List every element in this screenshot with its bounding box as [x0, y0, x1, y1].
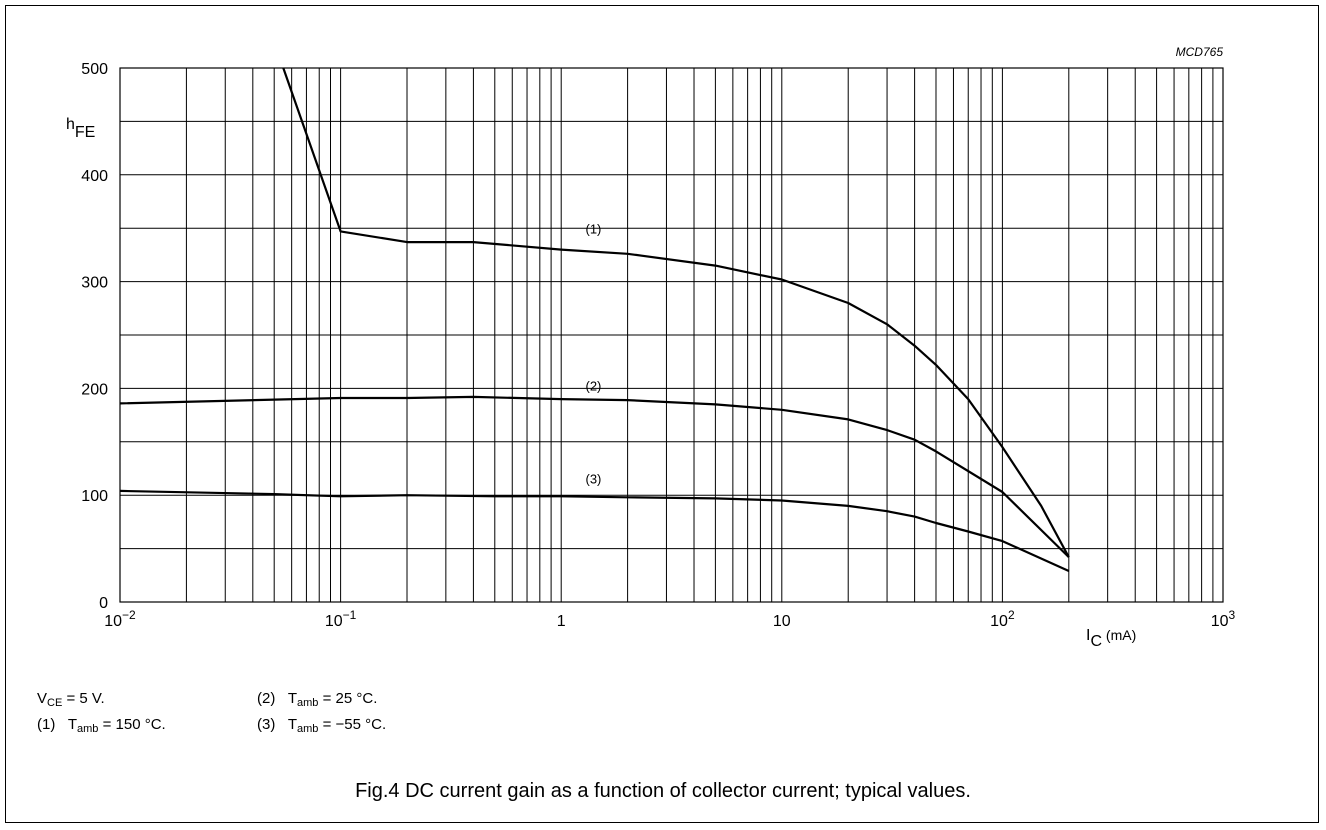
series-line-2 — [119, 395, 1070, 558]
x-tick-label: 10−2 — [104, 608, 136, 630]
x-tick-label: 1 — [557, 613, 566, 630]
x-tick-label: 10 — [773, 613, 791, 630]
note-series-3: (3) Tamb = −55 °C. — [257, 716, 387, 735]
y-tick-label: 400 — [81, 168, 108, 185]
note-series-1: (1) Tamb = 150 °C. — [37, 716, 166, 735]
x-tick-label: 102 — [990, 608, 1015, 630]
x-tick-label: 10−1 — [325, 608, 357, 630]
figure-code: MCD765 — [1176, 45, 1224, 59]
y-tick-label: 100 — [81, 488, 108, 505]
y-tick-label: 200 — [81, 381, 108, 398]
y-tick-label: 300 — [81, 275, 108, 292]
y-tick-label: 0 — [99, 595, 108, 612]
y-axis-label: hFE — [66, 116, 95, 141]
series-line-1 — [282, 67, 1070, 558]
x-tick-label: 103 — [1211, 608, 1236, 630]
note-series-2: (2) Tamb = 25 °C. — [257, 690, 378, 709]
series-label-1: (1) — [585, 222, 601, 237]
x-axis-label: IC (mA) — [1086, 627, 1136, 650]
series-line-3 — [119, 489, 1070, 573]
plot-area — [119, 67, 1224, 603]
y-tick-label: 500 — [81, 61, 108, 78]
figure-caption: Fig.4 DC current gain as a function of c… — [355, 780, 971, 802]
vce-note: VCE = 5 V. — [37, 690, 105, 709]
figure-frame — [5, 5, 1319, 823]
series-label-3: (3) — [585, 471, 601, 486]
series-label-2: (2) — [585, 379, 601, 394]
